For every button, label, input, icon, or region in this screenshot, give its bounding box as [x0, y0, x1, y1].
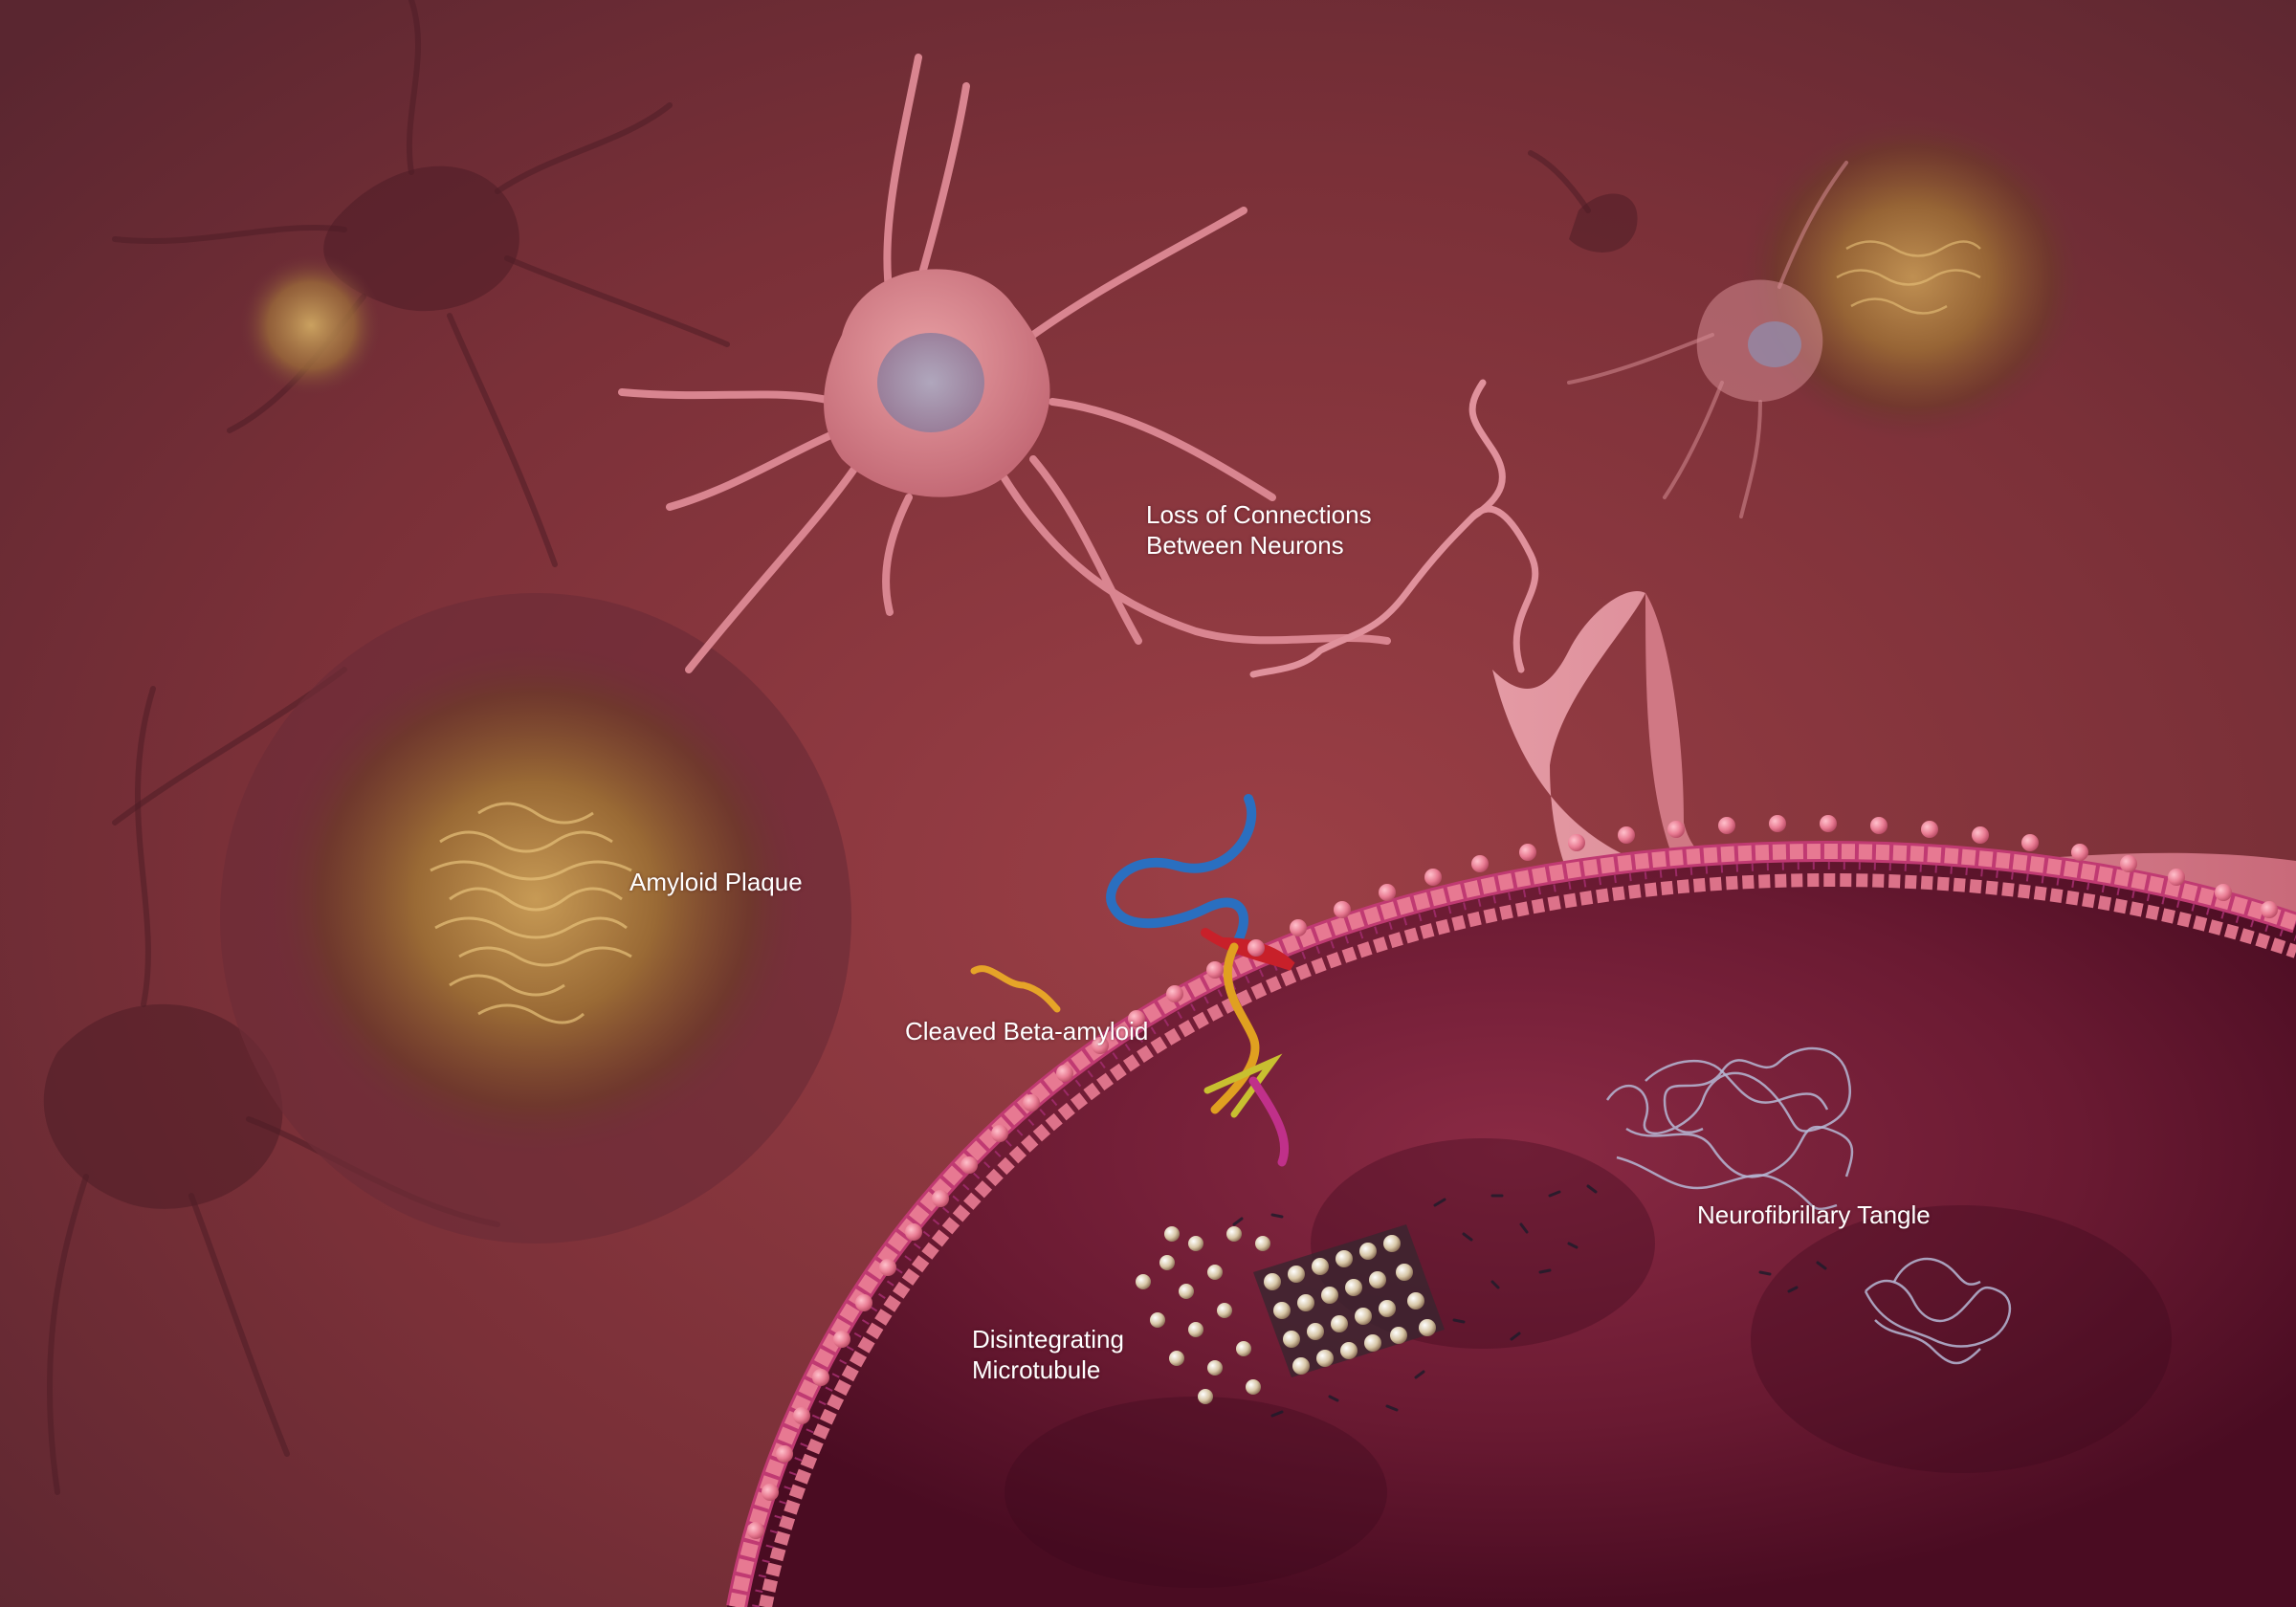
app-magenta-segment — [1248, 1076, 1290, 1167]
plaque-right — [1741, 115, 2086, 440]
label-loss-of-connections-line2: Between Neurons — [1146, 531, 1344, 560]
label-amyloid-plaque: Amyloid Plaque — [629, 868, 803, 896]
label-loss-of-connections: Loss of Connections Between Neurons — [1146, 499, 1372, 561]
label-disintegrating-microtubule-line1: Disintegrating — [972, 1325, 1124, 1354]
amyloid-precursor-protein — [1106, 794, 1295, 1167]
membrane-beads — [747, 815, 2278, 1539]
main-neuron — [618, 54, 1391, 673]
cleaved-beta-amyloid-fragment — [970, 965, 1061, 1013]
secretase-enzyme — [1203, 1053, 1283, 1118]
disintegrating-microtubule — [1136, 1224, 1445, 1404]
amyloid-plaque — [220, 593, 851, 1244]
label-disintegrating-microtubule: Disintegrating Microtubule — [972, 1324, 1124, 1385]
faded-neuron-right — [1567, 161, 1848, 518]
app-red-segment — [1201, 928, 1295, 971]
app-blue-segment — [1106, 794, 1257, 952]
cell — [726, 841, 2296, 1607]
tau-fragments — [1232, 1184, 1827, 1418]
label-neurofibrillary-tangle: Neurofibrillary Tangle — [1697, 1200, 1931, 1229]
label-cleaved-beta-amyloid: Cleaved Beta-amyloid — [905, 1017, 1149, 1046]
neuron-nucleus — [877, 333, 984, 432]
neurofibrillary-tangle — [1605, 1046, 2011, 1365]
app-yellow-segment — [1210, 942, 1260, 1114]
small-plaque-left — [239, 253, 383, 397]
label-loss-of-connections-line1: Loss of Connections — [1146, 500, 1372, 529]
label-disintegrating-microtubule-line2: Microtubule — [972, 1355, 1101, 1384]
